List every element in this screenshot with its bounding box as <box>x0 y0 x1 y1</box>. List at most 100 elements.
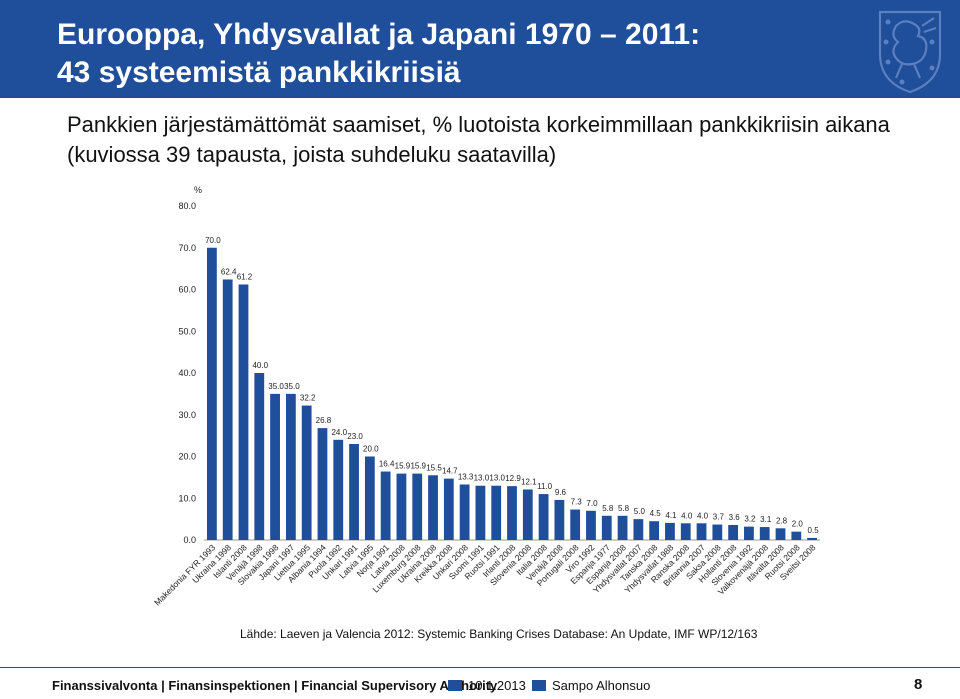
footer-square-icon <box>532 680 546 691</box>
bar-value-label: 9.6 <box>555 488 567 497</box>
bar-value-label: 0.5 <box>808 526 820 535</box>
bar-value-label: 61.2 <box>237 272 253 281</box>
bar <box>207 247 217 540</box>
y-tick-label: 40.0 <box>178 368 196 378</box>
bar <box>491 485 502 540</box>
bar <box>538 494 549 540</box>
bar-value-label: 15.9 <box>395 462 411 471</box>
bar-value-label: 16.4 <box>379 460 395 469</box>
y-tick-label: 80.0 <box>178 201 196 211</box>
bar-value-label: 15.5 <box>426 463 442 472</box>
bar <box>222 279 233 540</box>
bar-value-label: 5.0 <box>634 507 646 516</box>
bar <box>380 471 391 540</box>
bar-value-label: 20.0 <box>363 445 379 454</box>
bar <box>554 499 565 540</box>
bar <box>759 527 770 540</box>
bar-value-label: 3.2 <box>744 515 756 524</box>
bar <box>570 509 581 540</box>
bar-value-label: 26.8 <box>316 416 332 425</box>
bar-value-label: 35.0 <box>284 382 300 391</box>
y-tick-label: 20.0 <box>178 452 196 462</box>
bar-value-label: 5.8 <box>618 504 630 513</box>
bar-value-label: 35.0 <box>268 382 284 391</box>
bar-value-label: 14.7 <box>442 467 458 476</box>
slide-title: Eurooppa, Yhdysvallat ja Japani 1970 – 2… <box>57 16 847 92</box>
bar-value-label: 12.9 <box>505 474 521 483</box>
bar <box>617 515 628 540</box>
bar <box>522 489 533 540</box>
bar-value-label: 2.0 <box>792 520 804 529</box>
bar-value-label: 5.8 <box>602 504 614 513</box>
category-label: Makedonia FYR 1993 <box>152 542 217 607</box>
bar <box>301 405 312 540</box>
bar-value-label: 2.8 <box>776 516 788 525</box>
bar <box>807 537 817 540</box>
bar <box>475 485 486 540</box>
bar <box>317 428 328 540</box>
bar-value-label: 62.4 <box>221 267 237 276</box>
bar-value-label: 24.0 <box>331 428 347 437</box>
bar-value-label: 3.6 <box>729 513 741 522</box>
bar <box>775 528 786 540</box>
bar-value-label: 3.1 <box>760 515 772 524</box>
bar <box>633 519 644 540</box>
bar <box>586 510 596 540</box>
slide-title-line-2: 43 systeemistä pankkikriisiä <box>57 56 461 89</box>
bar-value-label: 13.0 <box>489 474 505 483</box>
bar-value-label: 13.3 <box>458 472 474 481</box>
bar-value-label: 11.0 <box>537 482 553 491</box>
bar <box>443 478 454 540</box>
footer-organization: Finanssivalvonta | Finansinspektionen | … <box>52 678 498 693</box>
footer-divider <box>0 667 960 668</box>
bar <box>459 484 470 540</box>
bar-value-label: 40.0 <box>252 361 268 370</box>
bar <box>507 486 517 540</box>
slide-title-line-1: Eurooppa, Yhdysvallat ja Japani 1970 – 2… <box>57 18 701 51</box>
bar <box>712 524 723 540</box>
npl-bar-chart: % 0.0 10.0 20.0 30.0 40.0 50.0 60.0 70.0 80.0 70… <box>152 185 820 608</box>
bar <box>333 439 344 540</box>
bar <box>665 522 675 540</box>
bar-value-label: 4.5 <box>650 509 662 518</box>
bar-value-label: 15.9 <box>410 462 426 471</box>
bar-value-label: 3.7 <box>713 513 725 522</box>
y-axis-ticks: 0.0 10.0 20.0 30.0 40.0 50.0 60.0 70.0 80.0 <box>178 201 196 545</box>
bar <box>791 531 802 540</box>
y-tick-label: 60.0 <box>178 285 196 295</box>
bar <box>254 373 265 540</box>
bar-value-label: 4.0 <box>697 511 709 520</box>
footer-bar: Finanssivalvonta | Finansinspektionen | … <box>0 667 960 699</box>
bar-value-label: 13.0 <box>474 474 490 483</box>
y-tick-label: 70.0 <box>178 243 196 253</box>
bar-value-label: 23.0 <box>347 432 363 441</box>
bar <box>412 473 423 540</box>
bar <box>649 521 660 540</box>
bar <box>270 393 280 540</box>
bar-value-label: 4.0 <box>681 511 693 520</box>
bar <box>680 523 691 540</box>
bar <box>349 443 359 540</box>
bar-value-label: 32.2 <box>300 394 316 403</box>
bar-value-label: 4.1 <box>665 511 677 520</box>
y-tick-label: 10.0 <box>178 493 196 503</box>
bar <box>428 475 438 540</box>
y-tick-label: 0.0 <box>183 535 196 545</box>
bar-value-label: 7.0 <box>586 499 598 508</box>
chart-subtitle: Pankkien järjestämättömät saamiset, % lu… <box>67 112 890 167</box>
bar-value-label: 70.0 <box>205 236 221 245</box>
bar-value-label: 12.1 <box>521 477 537 486</box>
bar <box>238 284 249 540</box>
value-labels: 70.062.461.240.035.0 35.032.226.824.0 23.0… <box>205 236 819 535</box>
bar-value-label: 7.3 <box>571 498 583 507</box>
title-banner: Eurooppa, Yhdysvallat ja Japani 1970 – 2… <box>0 0 960 98</box>
bar <box>601 515 612 540</box>
y-axis-label: % <box>194 185 202 195</box>
bar-series <box>207 247 817 540</box>
page-number: 8 <box>914 676 923 693</box>
footer-author: Sampo Alhonsuo <box>552 678 651 693</box>
y-tick-label: 50.0 <box>178 326 196 336</box>
bar <box>396 473 407 540</box>
bar <box>744 526 754 540</box>
